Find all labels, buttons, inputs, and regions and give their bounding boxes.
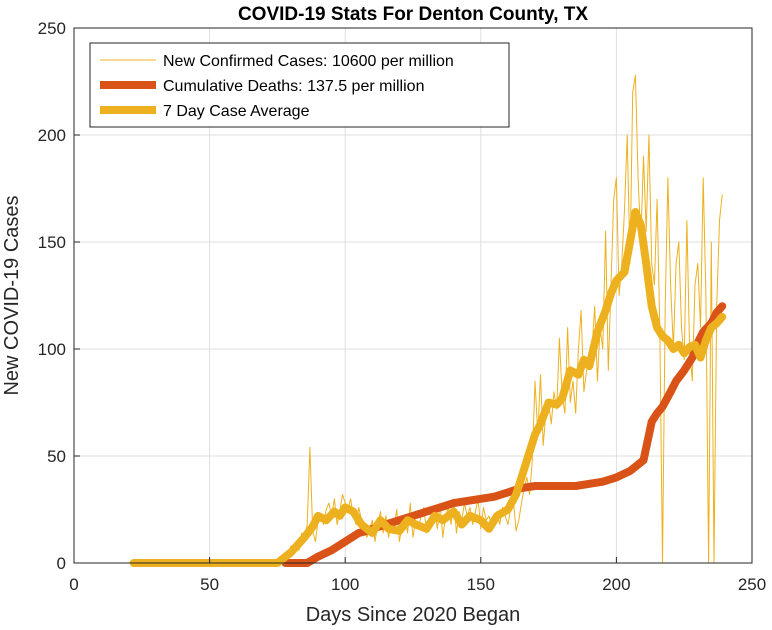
legend: New Confirmed Cases: 10600 per million Cu… <box>89 42 510 128</box>
y-tick-label: 50 <box>47 447 66 466</box>
ticks: 0 50 100 150 200 250 0 50 100 150 200 250 <box>38 19 767 594</box>
x-tick-label: 250 <box>738 575 766 594</box>
x-axis-label: Days Since 2020 Began <box>306 604 521 626</box>
y-tick-label: 0 <box>57 554 66 573</box>
x-tick-label: 50 <box>200 575 219 594</box>
x-tick-label: 200 <box>602 575 630 594</box>
x-tick-label: 150 <box>467 575 495 594</box>
y-axis-label: New COVID-19 Cases <box>1 195 23 395</box>
x-tick-label: 0 <box>69 575 78 594</box>
legend-box <box>89 42 510 128</box>
y-tick-label: 100 <box>38 340 66 359</box>
chart-title: COVID-19 Stats For Denton County, TX <box>238 4 588 25</box>
x-tick-label: 100 <box>331 575 359 594</box>
plot-frame <box>73 27 753 564</box>
legend-entry: 7 Day Case Average <box>163 103 310 120</box>
y-tick-label: 250 <box>38 19 66 38</box>
y-tick-label: 200 <box>38 126 66 145</box>
series-line-3 <box>129 208 727 567</box>
y-tick-label: 150 <box>38 233 66 252</box>
legend-entry: Cumulative Deaths: 137.5 per million <box>163 78 424 95</box>
series-layer <box>129 74 727 567</box>
legend-entry: New Confirmed Cases: 10600 per million <box>163 53 454 70</box>
